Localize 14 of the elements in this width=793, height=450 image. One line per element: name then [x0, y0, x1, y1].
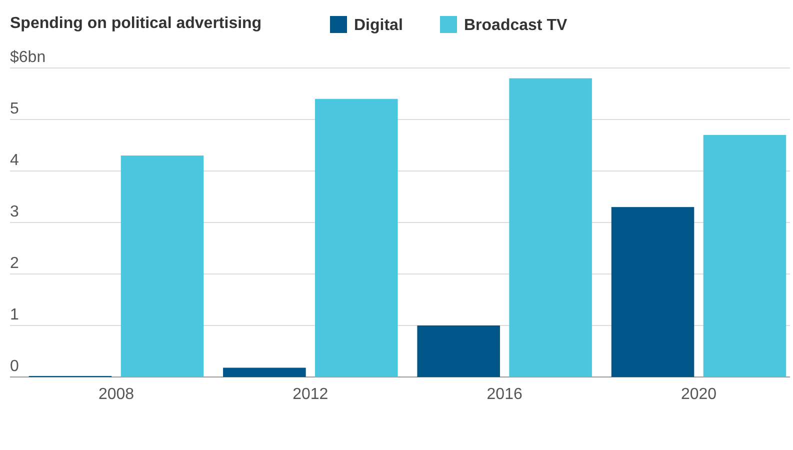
y-tick-label: 0: [10, 358, 19, 375]
y-tick-label: 5: [10, 100, 19, 118]
y-tick-label: 2: [10, 255, 19, 272]
x-tick-label: 2012: [292, 386, 328, 403]
chart-title: Spending on political advertising: [10, 15, 262, 32]
legend-label: Broadcast TV: [464, 17, 568, 34]
x-tick-label: 2016: [486, 386, 522, 403]
x-tick-label: 2020: [680, 386, 717, 403]
x-tick-label: 2008: [98, 386, 134, 403]
y-tick-label: $6bn: [10, 49, 46, 66]
y-tick-label: 1: [10, 306, 19, 324]
y-tick-label: 3: [10, 204, 19, 220]
y-tick-label: 4: [10, 152, 19, 169]
legend-label: Digital: [354, 17, 403, 34]
